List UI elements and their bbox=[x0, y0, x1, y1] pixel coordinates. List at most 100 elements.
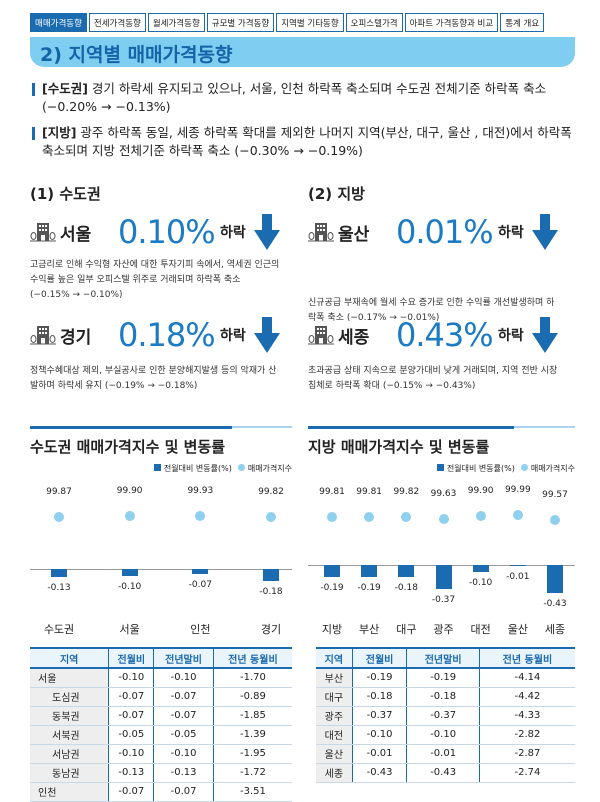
change-bar bbox=[324, 565, 340, 578]
highlight-description: 신규공급 부재속에 월세 수요 증가로 인한 수익률 개선발생하며 하락폭 축소… bbox=[308, 298, 555, 323]
region-cell: 인천 bbox=[30, 782, 110, 802]
highlight-3: 세종 0.43% 하락 bbox=[308, 315, 558, 355]
value-cell: -0.07 bbox=[153, 687, 214, 707]
region-cell: 동북권 bbox=[30, 706, 110, 726]
column-header: 전년 동월비 bbox=[479, 647, 575, 669]
arrow-down-icon bbox=[531, 317, 558, 353]
arrow-down-icon bbox=[253, 214, 280, 250]
table-row: 광주 -0.37 -0.37 -4.33 bbox=[316, 706, 575, 726]
region-cell: 울산 bbox=[316, 744, 353, 764]
tab-by-size[interactable]: 규모별 가격동향 bbox=[206, 13, 275, 32]
arrow-down-icon bbox=[253, 317, 280, 353]
index-label: 99.82 bbox=[258, 487, 284, 498]
change-bar bbox=[263, 569, 279, 581]
direction-label: 하락 bbox=[498, 225, 524, 241]
index-label: 99.90 bbox=[467, 486, 494, 497]
summary-text: 경기 하락세 유지되고 있으나, 서울, 인천 하락폭 축소되며 수도권 전체기… bbox=[42, 81, 547, 114]
change-bar bbox=[192, 569, 209, 574]
value-cell: -0.13 bbox=[153, 763, 214, 783]
highlight-0: 서울 0.10% 하락 bbox=[30, 212, 280, 252]
highlight-description: 정책수혜대상 제외, 부실공사로 인한 분양해지발생 등의 악재가 산발하며 하… bbox=[30, 366, 277, 391]
table-row: 대전 -0.10 -0.10 -2.82 bbox=[316, 725, 575, 745]
region-cell: 광주 bbox=[316, 706, 353, 726]
highlight-2: 경기 0.18% 하락 bbox=[30, 315, 280, 355]
column-header: 전년말비 bbox=[406, 647, 480, 669]
category-label: 대구 bbox=[396, 623, 417, 636]
value-cell: -0.10 bbox=[153, 744, 214, 764]
region-cell: 서북권 bbox=[30, 725, 110, 745]
tab-jeonse[interactable]: 전세가격동향 bbox=[88, 13, 146, 32]
highlight-description: 고금리로 인해 수익형 자산에 대한 투자기피 속에서, 역세권 인근의 수익률… bbox=[30, 260, 280, 300]
index-label: 99.81 bbox=[356, 487, 383, 498]
index-label: 99.81 bbox=[319, 487, 345, 498]
index-point bbox=[550, 515, 560, 526]
column-header: 전월비 bbox=[352, 647, 408, 669]
summary-text: 광주 하락폭 동일, 세종 하락폭 확대를 제외한 나머지 지역(부산, 대구,… bbox=[42, 125, 572, 158]
category-label: 경기 bbox=[260, 623, 282, 636]
table-row: 세종 -0.43 -0.43 -2.74 bbox=[316, 763, 575, 783]
tab-apartment-compare[interactable]: 아파트 가격동향과 비교 bbox=[404, 13, 499, 32]
value-cell: -0.10 bbox=[108, 744, 155, 764]
tab-bar: 매매가격동향 전세가격동향 월세가격동향 규모별 가격동향 지역별 기타동향 오… bbox=[30, 13, 545, 32]
tab-regional-other[interactable]: 지역별 기타동향 bbox=[276, 13, 344, 32]
value-cell: -4.42 bbox=[479, 687, 575, 707]
value-cell: -2.82 bbox=[479, 725, 575, 745]
value-cell: -3.51 bbox=[213, 782, 292, 802]
tab-stats-overview[interactable]: 통계 개요 bbox=[500, 13, 545, 32]
index-point bbox=[438, 514, 449, 525]
table-row: 울산 -0.01 -0.01 -2.87 bbox=[316, 744, 575, 764]
change-label: -0.07 bbox=[188, 579, 212, 590]
change-bar bbox=[547, 565, 563, 593]
change-label: -0.18 bbox=[259, 586, 283, 597]
region-cell: 서남권 bbox=[30, 744, 110, 764]
tab-monthly-rent[interactable]: 월세가격동향 bbox=[147, 13, 205, 32]
value-cell: -0.07 bbox=[108, 687, 155, 707]
highlight-1: 울산 0.01% 하락 bbox=[308, 212, 558, 252]
value-cell: -0.10 bbox=[352, 725, 408, 745]
value-cell: -2.87 bbox=[479, 744, 575, 764]
legend-change: 전월대비 변동률(%) bbox=[436, 463, 515, 474]
direction-label: 하락 bbox=[498, 328, 524, 344]
change-bar bbox=[509, 565, 526, 566]
page-title: 2) 지역별 매매가격동향 bbox=[30, 37, 575, 67]
change-value: 0.10% bbox=[118, 213, 216, 251]
section-local: (2) 지방 bbox=[308, 185, 365, 203]
index-point bbox=[364, 512, 375, 523]
value-cell: -0.07 bbox=[108, 782, 155, 802]
value-cell: -0.89 bbox=[213, 687, 292, 707]
category-label: 대전 bbox=[470, 623, 491, 636]
summary-tag: [지방] bbox=[42, 125, 77, 140]
table-row: 동남권 -0.13 -0.13 -1.72 bbox=[30, 763, 292, 783]
index-label: 99.99 bbox=[504, 485, 531, 496]
value-cell: -0.13 bbox=[108, 763, 155, 783]
category-label: 지방 bbox=[321, 623, 343, 636]
index-point bbox=[266, 512, 276, 523]
capital-table: 지역 전월비 전년말비 전년 동월비 서울 -0.10 -0.10 -1.70 도심권 -0.07… bbox=[30, 647, 292, 802]
change-label: -0.18 bbox=[394, 582, 418, 593]
category-label: 수도권 bbox=[43, 623, 75, 636]
value-cell: -0.07 bbox=[108, 706, 155, 726]
index-label: 99.82 bbox=[393, 487, 420, 498]
table-header-row: 지역 전월비 전년말비 전년 동월비 bbox=[316, 647, 575, 669]
value-cell: -0.37 bbox=[406, 706, 480, 726]
arrow-down-icon bbox=[531, 214, 558, 250]
chart-legend: 전월대비 변동률(%) 매매가격지수 bbox=[153, 463, 292, 474]
index-label: 99.57 bbox=[542, 490, 568, 501]
summary-local: [지방] 광주 하락폭 동일, 세종 하락폭 확대를 제외한 나머지 지역(부산… bbox=[30, 124, 575, 160]
value-cell: -0.07 bbox=[153, 782, 214, 802]
tab-sale-price[interactable]: 매매가격동향 bbox=[30, 13, 87, 32]
capital-chart: 수도권 매매가격지수 및 변동률 전월대비 변동률(%) 매매가격지수 99.87 -0… bbox=[30, 426, 292, 636]
value-cell: -0.07 bbox=[153, 706, 214, 726]
category-label: 세종 bbox=[544, 623, 566, 636]
legend-index: 매매가격지수 bbox=[520, 463, 575, 474]
summary-capital: [수도권] 경기 하락세 유지되고 있으나, 서울, 인천 하락폭 축소되며 수… bbox=[30, 80, 575, 116]
tab-officetel[interactable]: 오피스텔가격 bbox=[345, 13, 403, 32]
legend-change: 전월대비 변동률(%) bbox=[153, 463, 232, 474]
value-cell: -0.10 bbox=[153, 668, 214, 688]
change-value: 0.01% bbox=[396, 213, 494, 251]
table-row: 부산 -0.19 -0.19 -4.14 bbox=[316, 668, 575, 688]
change-label: -0.19 bbox=[357, 583, 381, 594]
building-icon bbox=[30, 324, 56, 346]
change-value: 0.18% bbox=[118, 316, 216, 354]
value-cell: -1.39 bbox=[213, 725, 292, 745]
